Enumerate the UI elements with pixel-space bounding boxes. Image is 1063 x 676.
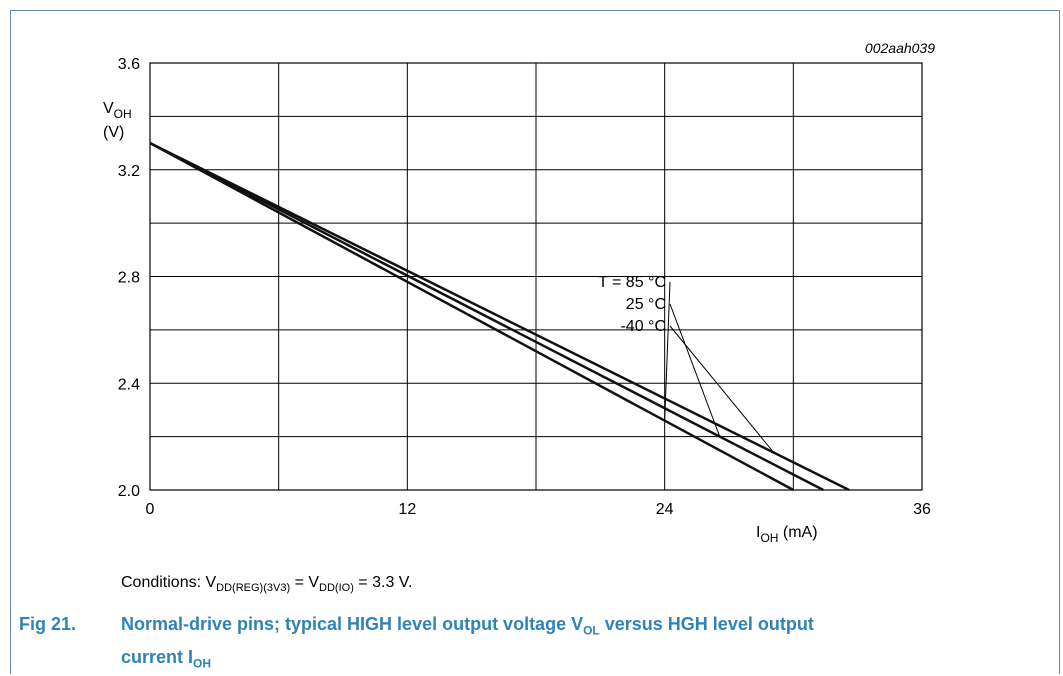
figure-frame <box>10 10 1060 674</box>
plot-area <box>149 62 923 491</box>
series-line-1 <box>149 141 824 492</box>
series-lines <box>149 141 850 492</box>
series-label-25: 25 °C <box>626 296 666 313</box>
series-line-2 <box>149 141 850 492</box>
conditions-note: Conditions: VDD(REG)(3V3) = VDD(IO) = 3.… <box>121 574 413 595</box>
x-tick-label: 24 <box>656 501 674 518</box>
series-label-85: T = 85 °C <box>598 274 666 291</box>
leader-line-2 <box>669 325 775 453</box>
y-tick-label: 3.6 <box>118 56 140 73</box>
x-tick-label: 0 <box>146 501 155 518</box>
tick-labels: 0 12 24 36 2.0 2.4 2.8 3.2 3.6 <box>118 56 931 518</box>
leader-line-0 <box>664 281 671 421</box>
x-axis-label: IOH (mA) <box>756 524 818 545</box>
x-tick-label: 36 <box>913 501 931 518</box>
x-tick-label: 12 <box>398 501 416 518</box>
caption-number: Fig 21. <box>19 614 77 634</box>
figure-code: 002aah039 <box>865 40 935 56</box>
y-tick-label: 2.8 <box>118 270 140 287</box>
y-tick-label: 3.2 <box>118 163 140 180</box>
series-line-0 <box>149 141 794 492</box>
y-tick-label: 2.4 <box>118 376 140 393</box>
y-tick-label: 2.0 <box>118 483 140 500</box>
series-label-minus40: -40 °C <box>620 318 666 335</box>
grid <box>149 62 923 491</box>
leader-line-1 <box>669 303 721 437</box>
annotation-leaders <box>664 281 775 453</box>
y-axis-unit: (V) <box>103 124 124 141</box>
figure-caption: Fig 21. Normal-drive pins; typical HIGH l… <box>19 611 1039 676</box>
y-axis-label: VOH <box>103 100 132 121</box>
